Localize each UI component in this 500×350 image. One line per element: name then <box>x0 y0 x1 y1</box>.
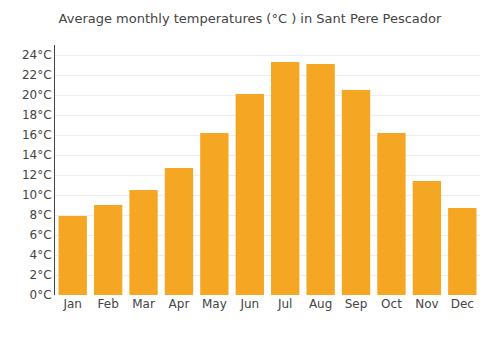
svg-text:Jan: Jan <box>62 297 82 311</box>
svg-text:Average monthly temperatures (: Average monthly temperatures (°C ) in Sa… <box>59 11 442 26</box>
svg-text:2°C: 2°C <box>30 268 52 282</box>
svg-text:24°C: 24°C <box>22 48 52 62</box>
svg-text:0°C: 0°C <box>30 288 52 302</box>
svg-text:22°C: 22°C <box>22 68 52 82</box>
svg-text:Jul: Jul <box>277 297 292 311</box>
svg-text:Sep: Sep <box>345 297 368 311</box>
svg-text:14°C: 14°C <box>22 148 52 162</box>
svg-text:8°C: 8°C <box>30 208 52 222</box>
svg-text:4°C: 4°C <box>30 248 52 262</box>
svg-text:20°C: 20°C <box>22 88 52 102</box>
svg-text:Oct: Oct <box>381 297 402 311</box>
svg-text:Feb: Feb <box>98 297 119 311</box>
svg-text:6°C: 6°C <box>30 228 52 242</box>
svg-text:18°C: 18°C <box>22 108 52 122</box>
svg-text:10°C: 10°C <box>22 188 52 202</box>
svg-text:Apr: Apr <box>169 297 190 311</box>
svg-text:May: May <box>202 297 227 311</box>
svg-text:16°C: 16°C <box>22 128 52 142</box>
svg-text:Dec: Dec <box>451 297 474 311</box>
svg-text:Mar: Mar <box>132 297 155 311</box>
svg-text:Aug: Aug <box>309 297 332 311</box>
svg-text:12°C: 12°C <box>22 168 52 182</box>
svg-text:Nov: Nov <box>415 297 438 311</box>
svg-text:Jun: Jun <box>239 297 259 311</box>
